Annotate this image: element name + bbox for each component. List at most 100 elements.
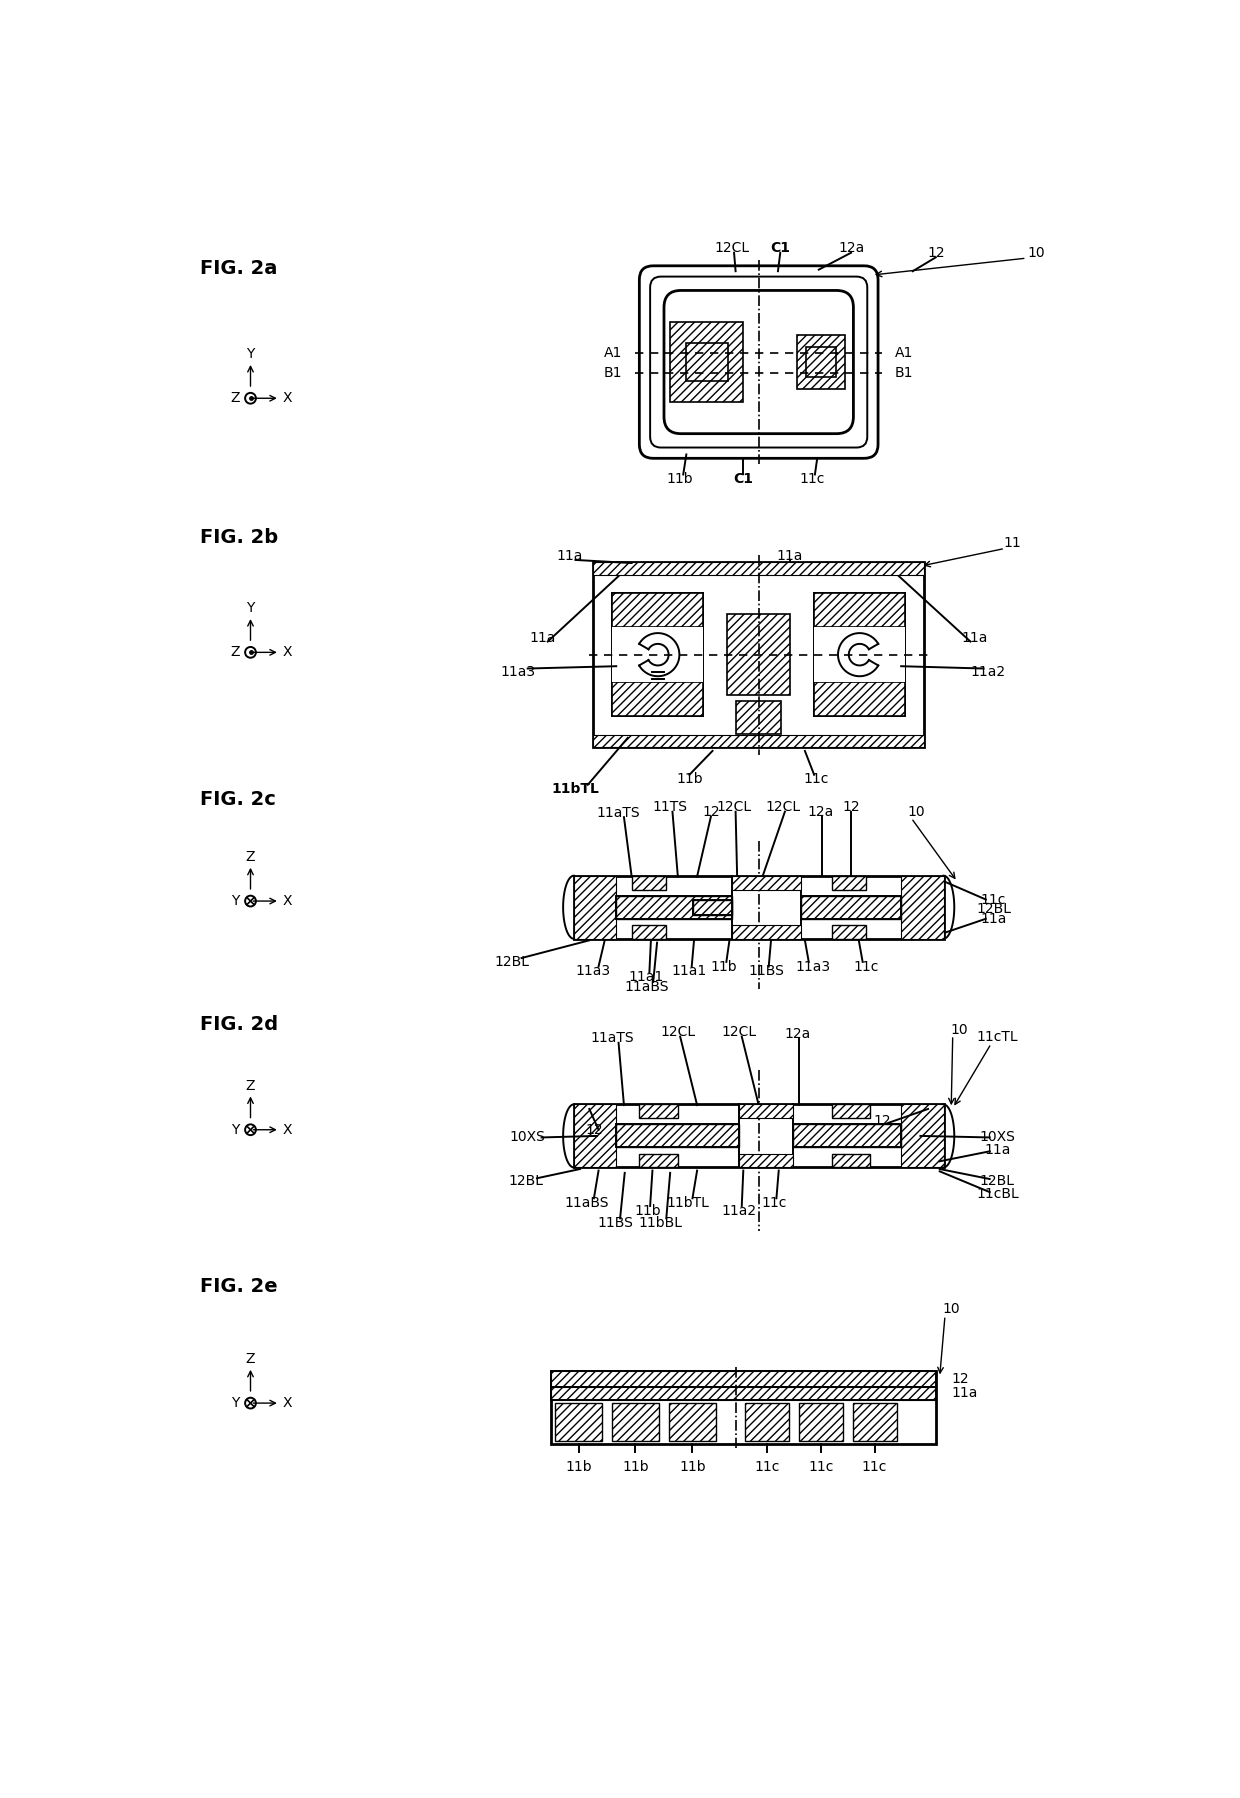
Bar <box>616 1124 739 1147</box>
Text: X: X <box>283 1122 293 1136</box>
Text: 11a2: 11a2 <box>971 665 1006 678</box>
Bar <box>574 1104 616 1167</box>
Text: 11c: 11c <box>804 773 830 786</box>
Text: FIG. 2c: FIG. 2c <box>201 789 277 809</box>
Text: 11TS: 11TS <box>652 800 688 814</box>
Text: A1: A1 <box>604 345 622 360</box>
Bar <box>574 876 616 939</box>
Bar <box>727 615 790 696</box>
Text: Z: Z <box>246 1352 255 1366</box>
Text: 10: 10 <box>942 1302 960 1316</box>
Text: Z: Z <box>231 392 239 405</box>
Text: 11aBS: 11aBS <box>625 980 670 994</box>
Text: Y: Y <box>232 894 239 908</box>
Text: 12: 12 <box>951 1372 968 1386</box>
Text: 11b: 11b <box>635 1203 661 1217</box>
Text: FIG. 2d: FIG. 2d <box>201 1014 279 1034</box>
Bar <box>611 1404 660 1442</box>
Bar <box>806 347 836 378</box>
Bar <box>613 683 703 716</box>
Text: 12: 12 <box>842 800 859 814</box>
Bar <box>693 899 732 915</box>
Bar <box>574 876 944 939</box>
Text: 12BL: 12BL <box>495 955 529 969</box>
Bar <box>616 1124 739 1147</box>
Text: FIG. 2b: FIG. 2b <box>201 529 279 547</box>
Bar <box>693 899 732 915</box>
Text: X: X <box>283 645 293 660</box>
Text: 11a: 11a <box>951 1386 977 1401</box>
Text: FIG. 2e: FIG. 2e <box>201 1277 278 1296</box>
Bar <box>616 895 732 919</box>
Bar <box>640 1154 678 1167</box>
Text: 11BS: 11BS <box>598 1215 634 1230</box>
Bar <box>551 1372 936 1444</box>
Text: 12: 12 <box>928 246 945 259</box>
Bar <box>801 895 901 919</box>
Text: 10XS: 10XS <box>980 1131 1016 1145</box>
Text: FIG. 2a: FIG. 2a <box>201 259 278 277</box>
Bar <box>631 924 666 939</box>
Text: 11a: 11a <box>529 631 557 645</box>
Bar <box>551 1386 936 1401</box>
FancyBboxPatch shape <box>650 277 867 448</box>
Text: 11: 11 <box>1004 536 1022 550</box>
Bar <box>832 1104 870 1118</box>
Bar <box>853 1404 897 1442</box>
Text: 11b: 11b <box>622 1460 649 1474</box>
Bar <box>551 1372 936 1386</box>
Bar <box>737 701 781 734</box>
Text: 12BL: 12BL <box>980 1174 1014 1188</box>
Text: 12CL: 12CL <box>722 1025 756 1039</box>
Text: 11c: 11c <box>862 1460 888 1474</box>
Text: 11b: 11b <box>676 773 703 786</box>
Bar <box>551 1372 936 1386</box>
Text: A1: A1 <box>895 345 914 360</box>
Text: Z: Z <box>246 1079 255 1093</box>
Text: X: X <box>283 392 293 405</box>
Bar <box>815 683 905 716</box>
Text: 10: 10 <box>908 806 925 818</box>
Bar <box>616 895 732 919</box>
Bar <box>593 563 924 746</box>
Text: 11cBL: 11cBL <box>976 1187 1019 1201</box>
Text: 11c: 11c <box>981 892 1006 906</box>
Bar <box>613 628 703 683</box>
Text: B1: B1 <box>604 365 622 379</box>
Bar <box>551 1386 936 1401</box>
Bar <box>593 735 924 746</box>
FancyBboxPatch shape <box>640 266 878 458</box>
Text: 11a: 11a <box>776 548 802 563</box>
Text: 10XS: 10XS <box>510 1131 546 1145</box>
Bar <box>739 1154 794 1167</box>
Bar <box>574 1104 944 1167</box>
Text: 11a3: 11a3 <box>501 665 536 678</box>
Bar <box>832 924 867 939</box>
Bar <box>745 1404 789 1442</box>
Text: 11aTS: 11aTS <box>596 806 640 820</box>
Bar <box>640 1104 678 1118</box>
Text: Y: Y <box>247 347 254 361</box>
Text: 11a3: 11a3 <box>795 960 830 973</box>
Text: 12CL: 12CL <box>766 800 801 814</box>
Text: X: X <box>283 1395 293 1410</box>
Bar <box>732 876 801 890</box>
Text: B1: B1 <box>895 365 914 379</box>
Text: 10: 10 <box>1027 246 1045 259</box>
Text: 11bTL: 11bTL <box>666 1196 709 1210</box>
Bar <box>613 593 703 716</box>
Text: 12a: 12a <box>784 1027 810 1041</box>
Text: 12CL: 12CL <box>660 1025 696 1039</box>
Bar <box>901 876 944 939</box>
Text: 12: 12 <box>585 1122 603 1136</box>
Bar <box>794 1124 901 1147</box>
FancyBboxPatch shape <box>663 291 853 433</box>
Bar <box>797 334 844 388</box>
Text: 10: 10 <box>950 1023 967 1037</box>
Text: 12: 12 <box>873 1113 890 1127</box>
Text: 12BL: 12BL <box>976 903 1011 915</box>
Bar <box>739 1104 794 1118</box>
Text: 12a: 12a <box>838 241 864 255</box>
Bar <box>686 343 728 381</box>
Text: Y: Y <box>232 1395 239 1410</box>
